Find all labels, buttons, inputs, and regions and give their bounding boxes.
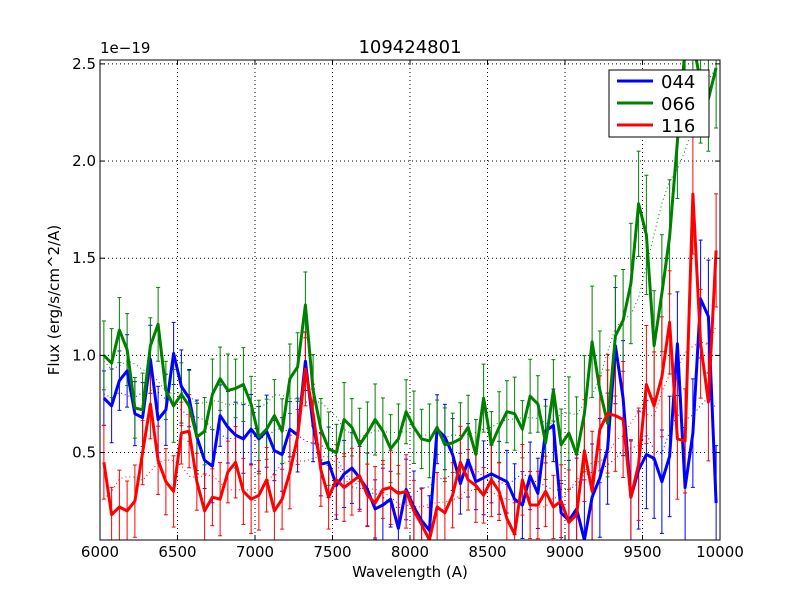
x-tick-label: 8500 (468, 543, 506, 561)
x-tick-label: 7500 (313, 543, 351, 561)
y-axis-label: Flux (erg/s/cm^2/A) (45, 225, 63, 376)
legend-label-116: 116 (661, 116, 695, 137)
model-lines (103, 67, 717, 510)
ticks (99, 60, 721, 540)
series-line-116 (102, 192, 718, 540)
legend-label-066: 066 (661, 94, 695, 115)
x-tick-label: 8000 (391, 543, 429, 561)
y-tick-label: 1.5 (72, 249, 96, 267)
series-line-066 (102, 60, 718, 456)
x-axis-label: Wavelength (A) (352, 563, 468, 581)
x-tick-label: 10000 (696, 543, 744, 561)
y-tick-label: 2.5 (72, 55, 96, 73)
x-tick-label: 9000 (546, 543, 584, 561)
x-tick-labels: 6000 6500 7000 7500 8000 8500 9000 9500 10000 (81, 543, 744, 561)
offset-text: 1e−19 (100, 39, 150, 57)
y-tick-label: 0.5 (72, 444, 96, 462)
model-line-066 (103, 67, 717, 439)
x-tick-label: 6500 (158, 543, 196, 561)
legend-label-044: 044 (661, 72, 695, 93)
y-tick-label: 2.0 (72, 152, 96, 170)
legend: 044 066 116 (608, 69, 710, 138)
y-tick-label: 1.0 (72, 346, 96, 364)
x-tick-label: 9500 (623, 543, 661, 561)
chart-title: 109424801 (358, 37, 461, 58)
x-tick-label: 6000 (81, 543, 119, 561)
series-lines (102, 60, 718, 540)
y-tick-labels: 0.5 1.0 1.5 2.0 2.5 (72, 55, 96, 462)
x-tick-label: 7000 (236, 543, 274, 561)
